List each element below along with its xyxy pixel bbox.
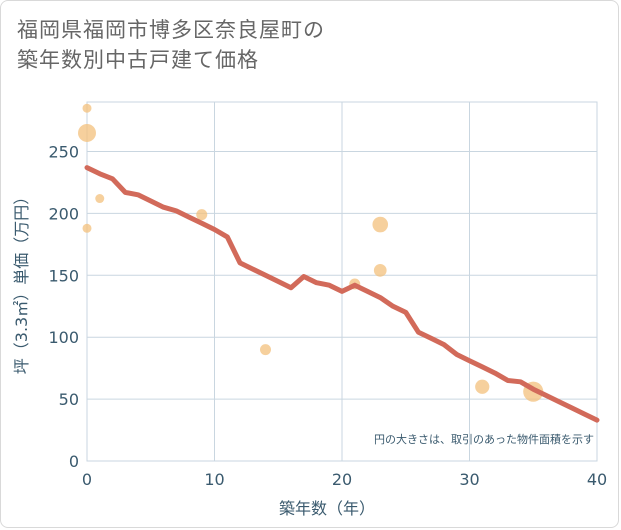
y-tick-label: 250 — [48, 143, 79, 162]
scatter-point — [82, 223, 92, 233]
scatter-point — [259, 344, 272, 356]
y-axis-label: 坪（3.3㎡）単価（万円） — [12, 189, 31, 374]
x-axis-label: 築年数（年） — [279, 499, 375, 518]
scatter-group — [78, 103, 544, 402]
x-tick-label: 10 — [204, 470, 224, 489]
y-tick-label: 100 — [48, 328, 79, 347]
trend-line — [84, 165, 600, 423]
chart-title-line1: 福岡県福岡市博多区奈良屋町の — [17, 18, 325, 42]
y-tick-label: 0 — [69, 452, 79, 471]
chart-title-line2: 築年数別中古戸建て価格 — [17, 48, 259, 72]
x-tick-label: 20 — [332, 470, 352, 489]
scatter-point — [82, 103, 92, 113]
y-tick-label: 200 — [48, 204, 79, 223]
scatter-point — [196, 209, 208, 221]
x-tick-label: 30 — [459, 470, 479, 489]
y-tick-label: 50 — [59, 390, 79, 409]
scatter-point — [372, 216, 389, 233]
scatter-point — [95, 194, 105, 204]
x-tick-label: 0 — [82, 470, 92, 489]
chart-note: 円の大きさは、取引のあった物件面積を示す — [374, 432, 594, 446]
chart-title: 福岡県福岡市博多区奈良屋町の 築年数別中古戸建て価格 — [17, 15, 325, 75]
scatter-point — [373, 263, 387, 277]
scatter-point — [78, 123, 96, 142]
y-tick-label: 150 — [48, 266, 79, 285]
x-tick-label: 40 — [587, 470, 607, 489]
scatter-point — [475, 379, 490, 394]
